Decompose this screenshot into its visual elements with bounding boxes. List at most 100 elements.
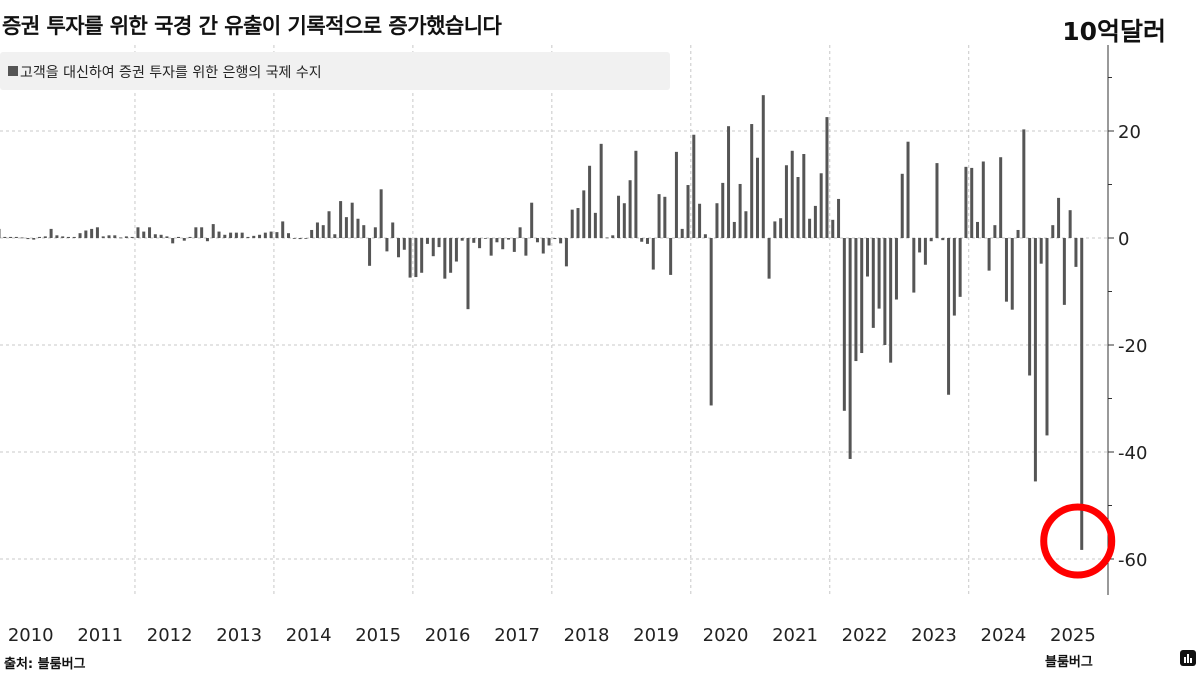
bar [315, 222, 319, 238]
bar [362, 225, 366, 238]
bar [211, 224, 215, 238]
x-tick-label: 2012 [147, 625, 193, 646]
bar [680, 228, 684, 238]
bar [709, 238, 713, 406]
bar [217, 231, 221, 238]
bar [1051, 225, 1055, 238]
bar [32, 238, 36, 240]
bar [14, 236, 18, 238]
bar [796, 177, 800, 238]
bar [553, 238, 557, 240]
bar [842, 238, 846, 411]
bar [281, 221, 285, 238]
bar [582, 190, 586, 238]
bar [49, 228, 53, 238]
bar [414, 238, 418, 278]
bar [686, 185, 690, 238]
bar [229, 232, 233, 238]
bar [1010, 238, 1014, 310]
bar [373, 227, 377, 238]
bar [43, 236, 47, 238]
x-tick-label: 2021 [772, 625, 818, 646]
x-tick-label: 2024 [981, 625, 1027, 646]
bar [935, 163, 939, 238]
bar [611, 235, 615, 238]
bar [715, 203, 719, 238]
bar [252, 235, 256, 238]
bar [941, 238, 945, 241]
bar [171, 238, 175, 244]
bar [107, 235, 111, 238]
bar [1057, 197, 1061, 238]
bar [663, 196, 667, 238]
bar [929, 238, 933, 242]
bar [269, 231, 273, 238]
bar [344, 217, 348, 238]
bar [790, 150, 794, 238]
x-tick-label: 2010 [8, 625, 54, 646]
bar [721, 182, 725, 238]
x-tick-label: 2013 [216, 625, 262, 646]
bar [761, 95, 765, 238]
bar [176, 236, 180, 238]
bar [188, 236, 192, 238]
bar [240, 232, 244, 238]
bar [964, 166, 968, 238]
bar [755, 157, 759, 238]
bar [287, 233, 290, 238]
bar [1062, 238, 1066, 305]
bar [333, 234, 337, 238]
bar [368, 238, 372, 266]
bar [153, 234, 157, 238]
bar [698, 203, 702, 238]
bar [38, 236, 42, 238]
bar [674, 151, 678, 238]
bar [866, 238, 869, 277]
x-tick-label: 2019 [633, 625, 679, 646]
y-tick-label: -60 [1118, 550, 1147, 571]
bar [703, 234, 707, 238]
x-tick-label: 2023 [911, 625, 957, 646]
bar [408, 238, 412, 278]
bar [437, 238, 441, 248]
bar [825, 117, 829, 238]
bar [130, 236, 134, 238]
bar [72, 236, 76, 238]
bar [599, 143, 603, 238]
bar [906, 141, 910, 238]
bar [541, 238, 545, 254]
bar [507, 238, 511, 240]
bar [136, 227, 140, 238]
bar [738, 183, 742, 238]
bar [356, 218, 360, 238]
bar [298, 238, 302, 240]
bar [90, 228, 94, 238]
bar [773, 221, 777, 238]
bar [420, 238, 424, 273]
legend-label: 고객을 대신하여 증권 투자를 위한 은행의 국제 수지 [20, 65, 322, 81]
bar [628, 180, 632, 238]
y-tick-label: -20 [1118, 336, 1147, 357]
bar [976, 221, 980, 238]
bar [321, 225, 325, 238]
bar [883, 238, 887, 345]
bar [200, 227, 204, 238]
bar [854, 238, 858, 362]
bar [831, 219, 835, 238]
bar [912, 238, 916, 293]
x-tick-label: 2015 [355, 625, 401, 646]
bar [987, 238, 991, 271]
bar [78, 233, 82, 238]
y-tick-label: 20 [1118, 122, 1141, 143]
bar [576, 208, 580, 238]
bar [808, 218, 812, 238]
bar [1080, 238, 1084, 550]
bar [275, 232, 279, 238]
bar [310, 229, 314, 238]
legend-swatch [8, 66, 18, 76]
bar [692, 134, 696, 238]
bar [981, 161, 985, 238]
x-tick-label: 2011 [77, 625, 123, 646]
bar [0, 228, 1, 238]
